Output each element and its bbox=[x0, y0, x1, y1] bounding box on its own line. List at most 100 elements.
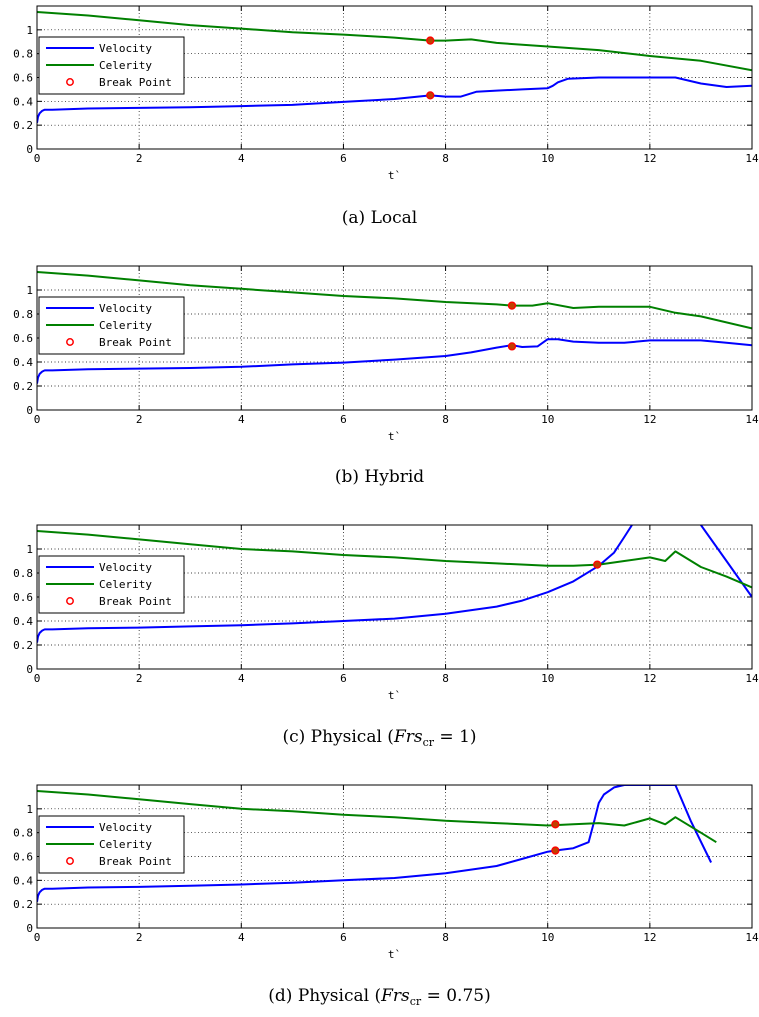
y-tick-label-b-4: 0.8 bbox=[13, 308, 33, 321]
plot-frame-c bbox=[36, 524, 753, 670]
y-tick-label-a-2: 0.4 bbox=[13, 95, 33, 108]
x-tick-label-b-6: 12 bbox=[643, 413, 656, 426]
y-tick-label-c-2: 0.4 bbox=[13, 615, 33, 628]
legend-a: Velocity Celerity Break Point bbox=[38, 36, 185, 95]
y-tick-label-c-3: 0.6 bbox=[13, 591, 33, 604]
caption-c-prefix: (c) Physical ( bbox=[282, 727, 394, 747]
y-tick-label-d-4: 0.8 bbox=[13, 827, 33, 840]
y-tick-label-d-2: 0.4 bbox=[13, 874, 33, 887]
x-tick-label-d-2: 4 bbox=[238, 931, 245, 944]
y-tick-label-b-0: 0 bbox=[26, 404, 33, 417]
break-point-c-0 bbox=[593, 560, 602, 569]
x-tick-label-a-0: 0 bbox=[34, 152, 41, 165]
legend-c: Velocity Celerity Break Point bbox=[38, 555, 185, 614]
x-tick-label-a-6: 12 bbox=[643, 152, 656, 165]
x-tick-label-c-0: 0 bbox=[34, 672, 41, 685]
chart-panel-b: 0 2 4 6 8 10 12 14 0 0.2 0.4 0.6 0.8 1 t` Velocity Celer… bbox=[13, 265, 759, 443]
legend-swatch-break-point-c bbox=[66, 597, 74, 605]
celerity-line-b bbox=[37, 271, 752, 330]
x-tick-label-b-1: 2 bbox=[136, 413, 143, 426]
legend-swatch-break-point-b bbox=[66, 338, 74, 346]
chart-panel-d: 0 2 4 6 8 10 12 14 0 0.2 0.4 0.6 0.8 1 t` Velocity Celer… bbox=[13, 784, 759, 961]
x-tick-label-a-4: 8 bbox=[442, 152, 449, 165]
legend-swatch-break-point-d bbox=[66, 857, 74, 865]
x-axis-label-c: t` bbox=[388, 689, 401, 702]
x-tick-label-a-1: 2 bbox=[136, 152, 143, 165]
x-tick-label-c-1: 2 bbox=[136, 672, 143, 685]
x-axis-label-a: t` bbox=[388, 169, 401, 182]
x-tick-label-a-3: 6 bbox=[340, 152, 347, 165]
legend-swatch-break-point-a bbox=[66, 78, 74, 86]
x-tick-label-c-5: 10 bbox=[541, 672, 554, 685]
x-tick-label-c-4: 8 bbox=[442, 672, 449, 685]
legend-label-velocity-a: Velocity bbox=[99, 42, 152, 55]
caption-c-value: = 1) bbox=[434, 727, 477, 747]
break-point-a-0 bbox=[426, 36, 435, 45]
caption-c: (c) Physical (Frscr = 1) bbox=[0, 727, 759, 749]
velocity-line-c bbox=[37, 525, 752, 643]
y-tick-label-a-5: 1 bbox=[26, 24, 33, 37]
caption-a-text: (a) Local bbox=[341, 208, 418, 228]
caption-c-s: s bbox=[413, 727, 423, 747]
x-tick-label-c-7: 14 bbox=[745, 672, 759, 685]
y-tick-label-d-1: 0.2 bbox=[13, 898, 33, 911]
y-tick-label-b-1: 0.2 bbox=[13, 380, 33, 393]
caption-b-text: (b) Hybrid bbox=[334, 467, 425, 487]
x-tick-label-b-0: 0 bbox=[34, 413, 41, 426]
chart-panel-c: 0 2 4 6 8 10 12 14 0 0.2 0.4 0.6 0.8 1 t` Velocity Celer… bbox=[13, 524, 759, 702]
x-tick-label-d-7: 14 bbox=[745, 931, 759, 944]
legend-b: Velocity Celerity Break Point bbox=[38, 296, 185, 355]
legend-label-celerity-a: Celerity bbox=[99, 59, 152, 72]
caption-c-cr: cr bbox=[422, 736, 435, 749]
celerity-line-d bbox=[37, 790, 717, 844]
y-tick-label-a-0: 0 bbox=[26, 143, 33, 156]
break-point-d-1 bbox=[551, 846, 560, 855]
x-tick-label-c-6: 12 bbox=[643, 672, 656, 685]
x-tick-label-a-5: 10 bbox=[541, 152, 554, 165]
legend-label-celerity-d: Celerity bbox=[99, 838, 152, 851]
chart-panel-a: 0 2 4 6 8 10 12 14 0 0.2 0.4 0.6 0.8 1 t` Velocity Celer… bbox=[13, 5, 759, 182]
celerity-line-c bbox=[37, 530, 752, 589]
y-tick-label-c-5: 1 bbox=[26, 543, 33, 556]
legend-label-break-point-d: Break Point bbox=[99, 855, 172, 868]
y-tick-label-c-4: 0.8 bbox=[13, 567, 33, 580]
plot-frame-a bbox=[36, 5, 753, 150]
velocity-line-a bbox=[37, 76, 752, 123]
x-tick-label-a-2: 4 bbox=[238, 152, 245, 165]
y-tick-label-a-3: 0.6 bbox=[13, 72, 33, 85]
plot-frame-b bbox=[36, 265, 753, 411]
y-tick-label-a-4: 0.8 bbox=[13, 48, 33, 61]
x-tick-label-c-2: 4 bbox=[238, 672, 245, 685]
y-tick-label-b-3: 0.6 bbox=[13, 332, 33, 345]
y-tick-label-d-5: 1 bbox=[26, 803, 33, 816]
break-point-a-1 bbox=[426, 91, 435, 100]
legend-d: Velocity Celerity Break Point bbox=[38, 815, 185, 874]
caption-d-fr: Fr bbox=[381, 986, 402, 1006]
y-tick-label-c-1: 0.2 bbox=[13, 639, 33, 652]
x-tick-label-b-4: 8 bbox=[442, 413, 449, 426]
x-tick-label-d-6: 12 bbox=[643, 931, 656, 944]
legend-label-velocity-c: Velocity bbox=[99, 561, 152, 574]
x-axis-label-b: t` bbox=[388, 430, 401, 443]
y-tick-label-c-0: 0 bbox=[26, 663, 33, 676]
y-tick-label-a-1: 0.2 bbox=[13, 119, 33, 132]
legend-label-break-point-c: Break Point bbox=[99, 595, 172, 608]
caption-b: (b) Hybrid bbox=[0, 467, 759, 487]
x-tick-label-d-3: 6 bbox=[340, 931, 347, 944]
caption-d-cr: cr bbox=[409, 995, 422, 1008]
legend-label-celerity-b: Celerity bbox=[99, 319, 152, 332]
caption-d-value: = 0.75) bbox=[421, 986, 491, 1006]
break-point-b-1 bbox=[507, 342, 517, 351]
x-tick-label-c-3: 6 bbox=[340, 672, 347, 685]
x-tick-label-d-0: 0 bbox=[34, 931, 41, 944]
legend-label-celerity-c: Celerity bbox=[99, 578, 152, 591]
x-tick-label-d-5: 10 bbox=[541, 931, 554, 944]
x-axis-label-d: t` bbox=[388, 948, 401, 961]
legend-label-velocity-b: Velocity bbox=[99, 302, 152, 315]
x-tick-label-b-3: 6 bbox=[340, 413, 347, 426]
caption-a: (a) Local bbox=[0, 208, 759, 228]
x-tick-label-b-7: 14 bbox=[745, 413, 759, 426]
break-point-d-0 bbox=[551, 820, 560, 829]
y-tick-label-b-2: 0.4 bbox=[13, 356, 33, 369]
